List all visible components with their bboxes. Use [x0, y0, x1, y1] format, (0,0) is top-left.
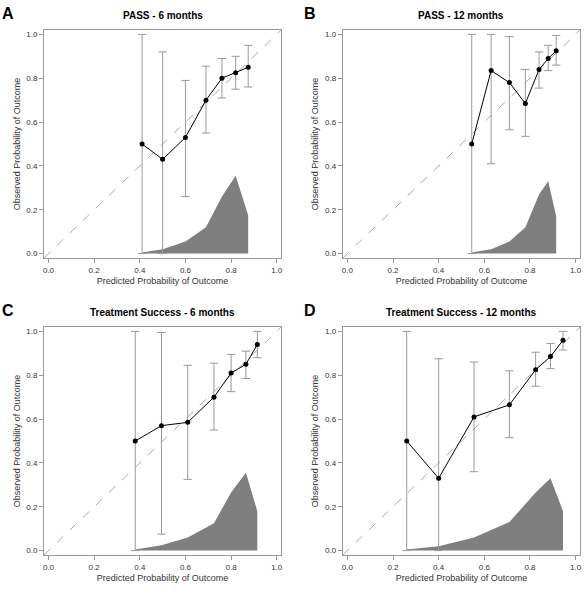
- svg-text:A: A: [2, 5, 14, 22]
- svg-text:0.6: 0.6: [325, 118, 337, 127]
- svg-text:1.0: 1.0: [26, 30, 38, 39]
- svg-text:Predicted Probability of Outco: Predicted Probability of Outcome: [396, 573, 528, 583]
- svg-text:0.4: 0.4: [26, 459, 38, 468]
- svg-text:1.0: 1.0: [570, 266, 582, 275]
- svg-text:C: C: [2, 302, 14, 319]
- svg-text:0.4: 0.4: [325, 162, 337, 171]
- svg-text:0.8: 0.8: [26, 74, 38, 83]
- svg-text:0.2: 0.2: [89, 266, 101, 275]
- svg-text:0.2: 0.2: [26, 503, 38, 512]
- svg-text:Observed Probability of Outcom: Observed Probability of Outcome: [12, 375, 22, 508]
- svg-text:0.2: 0.2: [325, 206, 337, 215]
- svg-text:Treatment Success - 6 months: Treatment Success - 6 months: [90, 307, 235, 318]
- svg-text:0.2: 0.2: [26, 206, 38, 215]
- svg-text:PASS - 12 months: PASS - 12 months: [418, 10, 504, 21]
- svg-text:0.4: 0.4: [433, 563, 445, 572]
- svg-text:0.8: 0.8: [226, 266, 238, 275]
- svg-text:1.0: 1.0: [570, 563, 582, 572]
- svg-text:0.0: 0.0: [342, 563, 354, 572]
- svg-text:0.2: 0.2: [89, 563, 101, 572]
- svg-text:0.4: 0.4: [325, 459, 337, 468]
- svg-text:0.0: 0.0: [342, 266, 354, 275]
- svg-text:0.8: 0.8: [226, 563, 238, 572]
- svg-text:0.4: 0.4: [433, 266, 445, 275]
- svg-text:0.6: 0.6: [479, 563, 491, 572]
- svg-text:Observed Probability of Outcom: Observed Probability of Outcome: [310, 375, 320, 508]
- svg-text:Observed Probability of Outcom: Observed Probability of Outcome: [310, 78, 320, 211]
- svg-text:0.0: 0.0: [325, 546, 337, 555]
- svg-text:1.0: 1.0: [271, 266, 283, 275]
- svg-text:1.0: 1.0: [26, 327, 38, 336]
- svg-text:0.2: 0.2: [387, 563, 399, 572]
- svg-text:0.4: 0.4: [26, 162, 38, 171]
- svg-text:Treatment Success - 12 months: Treatment Success - 12 months: [386, 307, 536, 318]
- svg-text:0.8: 0.8: [26, 371, 38, 380]
- svg-text:0.4: 0.4: [134, 563, 146, 572]
- svg-text:0.6: 0.6: [325, 415, 337, 424]
- svg-text:0.4: 0.4: [134, 266, 146, 275]
- svg-text:0.6: 0.6: [479, 266, 491, 275]
- svg-text:0.0: 0.0: [26, 249, 38, 258]
- svg-text:0.0: 0.0: [43, 266, 55, 275]
- svg-text:0.8: 0.8: [325, 74, 337, 83]
- svg-text:0.6: 0.6: [26, 118, 38, 127]
- svg-text:D: D: [304, 302, 316, 319]
- svg-text:1.0: 1.0: [325, 327, 337, 336]
- svg-text:0.6: 0.6: [26, 415, 38, 424]
- svg-text:0.6: 0.6: [180, 563, 192, 572]
- svg-text:0.8: 0.8: [524, 563, 536, 572]
- svg-text:0.2: 0.2: [325, 503, 337, 512]
- svg-text:0.8: 0.8: [524, 266, 536, 275]
- svg-text:Predicted Probability of Outco: Predicted Probability of Outcome: [396, 276, 528, 286]
- svg-text:Predicted Probability of Outco: Predicted Probability of Outcome: [97, 573, 229, 583]
- svg-text:PASS - 6 months: PASS - 6 months: [123, 10, 203, 21]
- svg-text:B: B: [304, 5, 316, 22]
- svg-text:0.6: 0.6: [180, 266, 192, 275]
- svg-text:0.0: 0.0: [325, 249, 337, 258]
- svg-text:1.0: 1.0: [271, 563, 283, 572]
- svg-text:0.8: 0.8: [325, 371, 337, 380]
- svg-text:0.0: 0.0: [43, 563, 55, 572]
- svg-text:0.2: 0.2: [387, 266, 399, 275]
- svg-text:Observed Probability of Outcom: Observed Probability of Outcome: [12, 78, 22, 211]
- svg-text:0.0: 0.0: [26, 546, 38, 555]
- svg-text:Predicted Probability of Outco: Predicted Probability of Outcome: [97, 276, 229, 286]
- svg-text:1.0: 1.0: [325, 30, 337, 39]
